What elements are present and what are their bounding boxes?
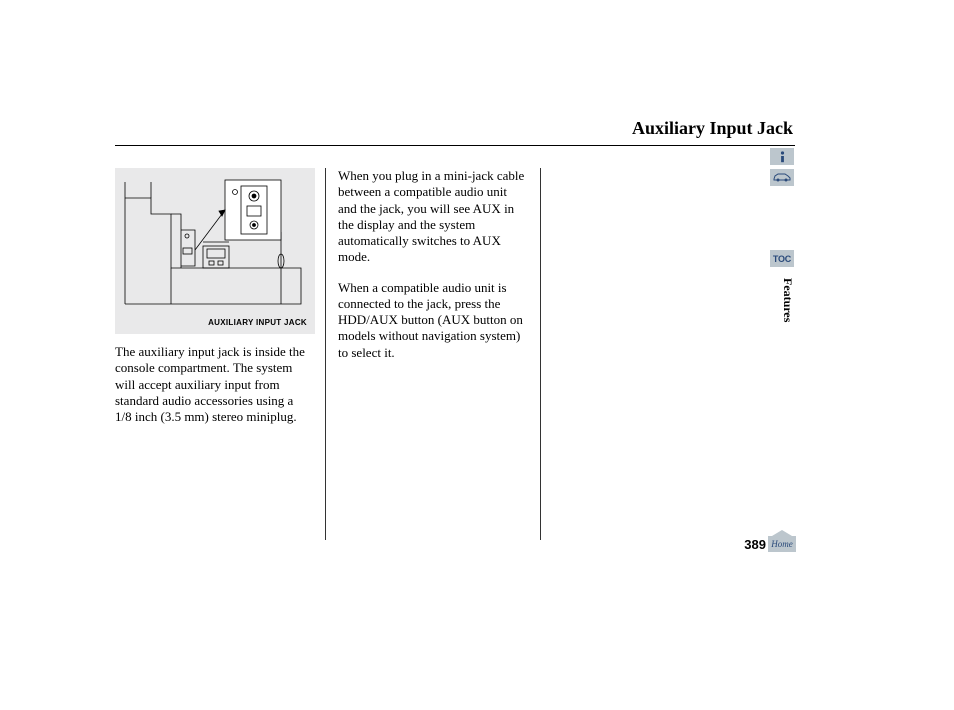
section-label[interactable]: Features [780,278,795,322]
column-1: AUXILIARY INPUT JACK The auxiliary input… [115,168,325,540]
page-footer: 389 Home [744,536,796,552]
header-rule [115,145,795,146]
home-button[interactable]: Home [768,536,796,552]
car-glyph [773,173,791,183]
info-icon[interactable] [770,148,794,165]
sidebar-nav: TOC [770,148,794,267]
info-glyph [779,151,786,163]
figure-caption: AUXILIARY INPUT JACK [208,318,307,328]
col2-para2: When a compatible audio unit is connecte… [338,280,528,361]
col2-para1: When you plug in a mini-jack cable betwe… [338,168,528,266]
manual-page: Auxiliary Input Jack [115,118,795,558]
content-columns: AUXILIARY INPUT JACK The auxiliary input… [115,168,795,540]
figure-aux-jack: AUXILIARY INPUT JACK [115,168,315,334]
car-icon[interactable] [770,169,794,186]
page-number: 389 [744,537,766,552]
home-label: Home [771,539,793,549]
column-2: When you plug in a mini-jack cable betwe… [325,168,540,540]
column-3 [540,168,755,540]
page-title: Auxiliary Input Jack [115,118,795,145]
toc-button[interactable]: TOC [770,250,794,267]
aux-jack-diagram [123,176,307,306]
col1-para1: The auxiliary input jack is inside the c… [115,344,311,425]
